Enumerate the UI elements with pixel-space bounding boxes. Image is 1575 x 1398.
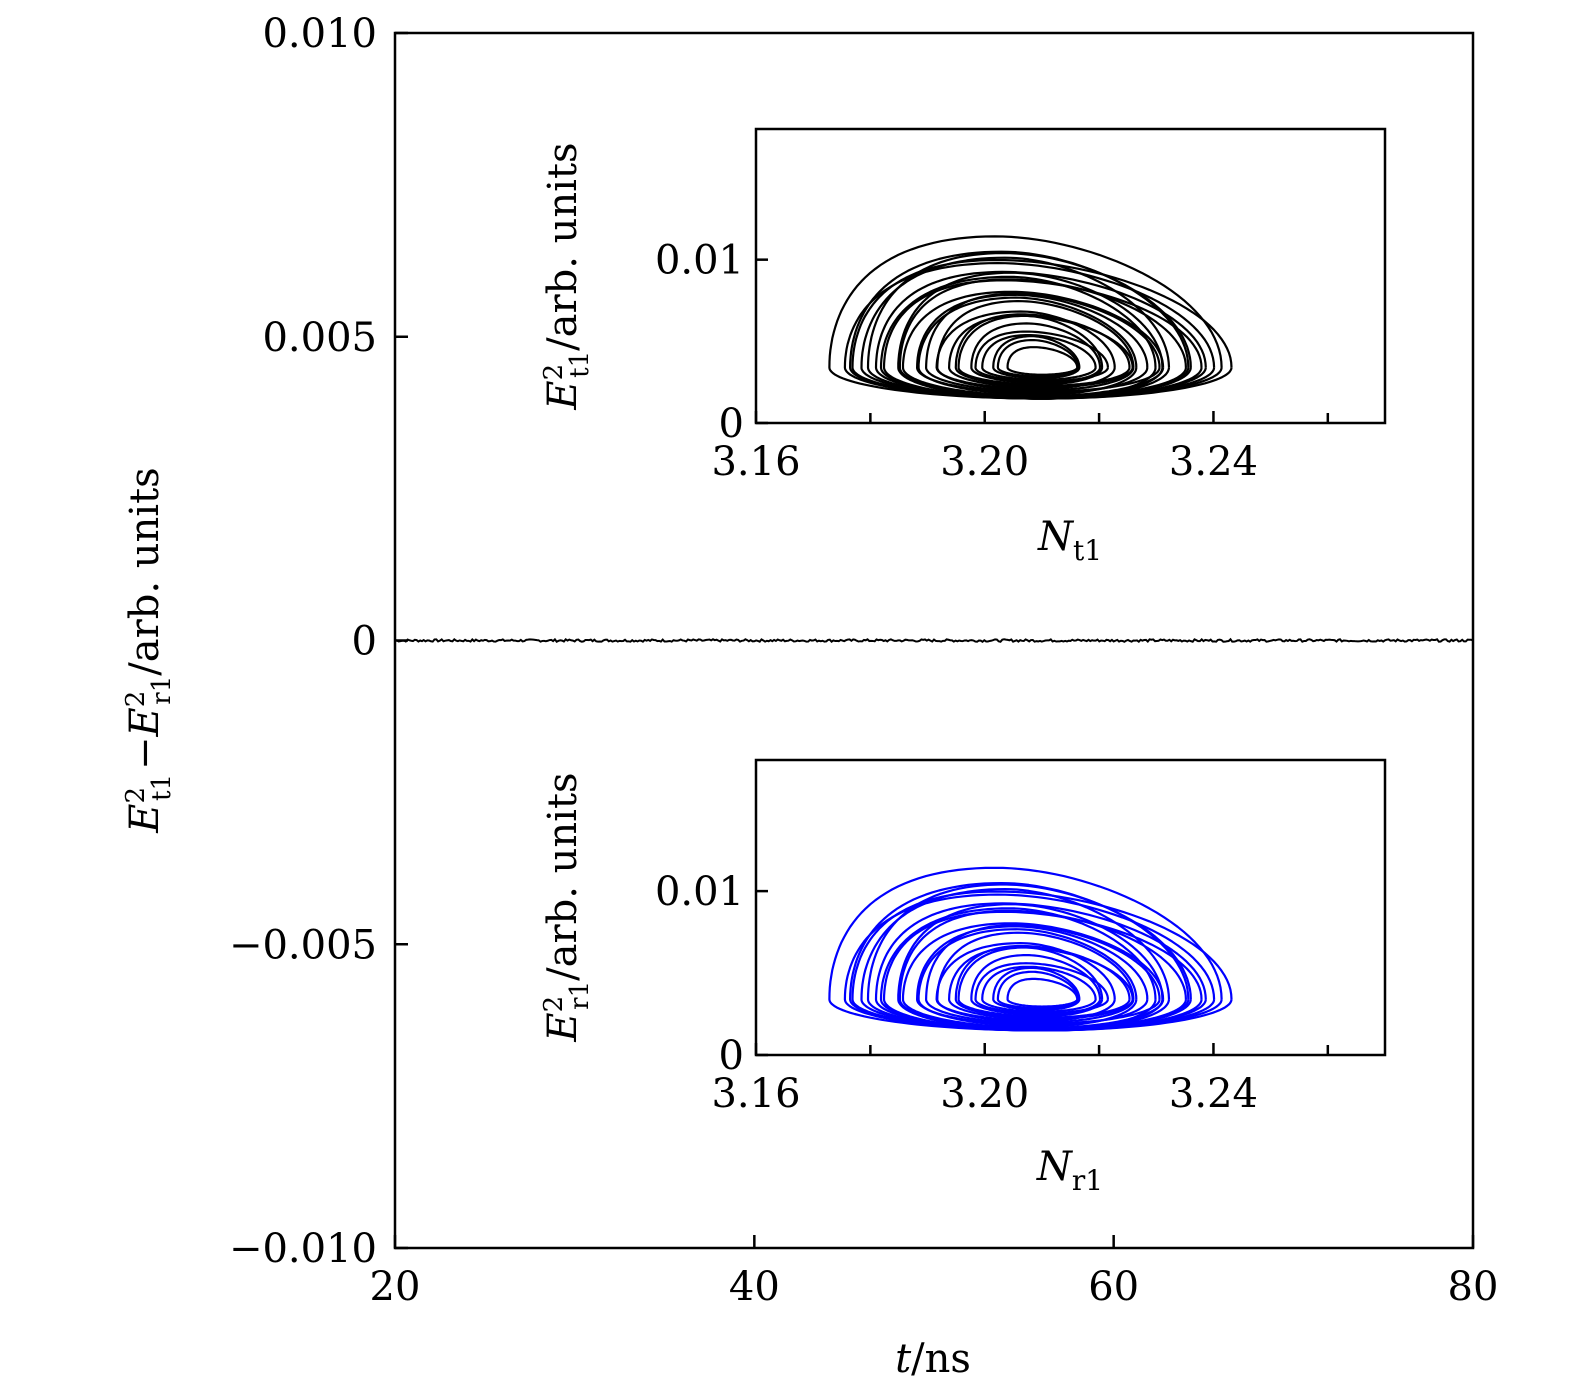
inset-y-tick-label: 0.01	[655, 869, 744, 915]
attractor-loop	[828, 235, 1223, 400]
attractor-loop	[970, 953, 1102, 1016]
x-tick-label: 40	[729, 1264, 780, 1310]
inset-y-tick-label: 0	[719, 1033, 744, 1079]
inset-top-y-axis-label: E2t1/arb. units	[539, 142, 595, 410]
y-tick-label: 0.010	[262, 11, 377, 57]
x-tick-label: 20	[370, 1264, 421, 1310]
inset-x-tick-label: 3.16	[711, 1071, 800, 1117]
y-tick-label: −0.005	[229, 922, 377, 968]
inset-y-tick-label: 0	[719, 401, 744, 447]
inset-top: 0.01 03.16 3.20 3.24 E2t1/arb. units Nt1	[539, 127, 1387, 567]
attractor-loop	[992, 966, 1081, 1012]
attractor-loop	[936, 931, 1135, 1024]
inset-y-tick-label: 0.01	[655, 238, 744, 284]
inset-bottom-frame	[754, 758, 1387, 1057]
y-tick-label: 0.005	[262, 315, 377, 361]
inset-bottom: 0.01 03.16 3.20 3.24 E2r1/arb. units Nr1	[539, 758, 1387, 1197]
attractor-loop	[901, 922, 1165, 1030]
inset-x-tick-label: 3.24	[1169, 1071, 1258, 1117]
inset-bottom-ticks: 0.01 03.16 3.20 3.24	[655, 869, 1330, 1117]
attractor-loop	[1006, 977, 1079, 1008]
attractor-loop	[917, 928, 1138, 1028]
inset-top-attractor	[828, 235, 1233, 400]
attractor-loop	[936, 300, 1135, 392]
attractor-loop	[957, 314, 1104, 386]
inset-bottom-x-axis-label: Nr1	[1036, 1144, 1103, 1197]
main-x-axis-label: t/ns	[895, 1336, 971, 1382]
inset-top-x-axis-label: Nt1	[1037, 514, 1102, 567]
attractor-loop	[981, 965, 1097, 1013]
attractor-loop	[970, 322, 1102, 384]
main-series-line	[394, 637, 1474, 643]
main-y-axis-label: E2t1−E2r1/arb. units	[121, 467, 177, 833]
inset-x-tick-label: 3.24	[1169, 439, 1258, 485]
y-tick-label: 0	[352, 619, 377, 665]
attractor-loop	[996, 970, 1079, 1010]
x-tick-label: 80	[1448, 1264, 1499, 1310]
inset-bottom-y-axis-label: E2r1/arb. units	[539, 772, 595, 1042]
attractor-loop	[828, 866, 1223, 1032]
x-tick-label: 60	[1088, 1264, 1139, 1310]
inset-top-ticks: 0.01 03.16 3.20 3.24	[655, 238, 1330, 485]
attractor-loop	[848, 881, 1190, 1032]
inset-x-tick-label: 3.20	[940, 439, 1029, 485]
inset-x-tick-label: 3.16	[711, 439, 800, 485]
attractor-loop	[901, 290, 1165, 398]
attractor-loop	[957, 946, 1104, 1018]
inset-bottom-attractor	[828, 866, 1233, 1032]
attractor-loop	[848, 250, 1190, 400]
attractor-loop	[917, 296, 1138, 396]
y-tick-label: −0.010	[229, 1226, 377, 1272]
attractor-loop	[996, 339, 1079, 378]
attractor-loop	[981, 334, 1097, 381]
attractor-loop	[1006, 346, 1079, 376]
inset-x-tick-label: 3.20	[940, 1071, 1029, 1117]
attractor-loop	[992, 335, 1081, 380]
